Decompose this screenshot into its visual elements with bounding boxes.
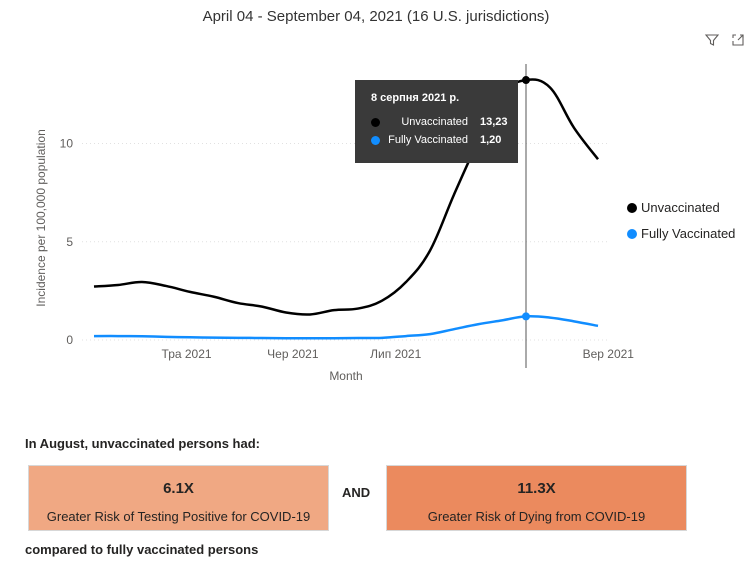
risk-value-testing-positive: 6.1X [163,480,194,497]
series-line-unvaccinated[interactable] [93,78,599,316]
legend-marker-fully-vaccinated [627,228,637,239]
x-axis-label: Month [329,369,362,383]
tooltip-row-fully-vaccinated: Fully Vaccinated 1,20 [371,131,506,149]
risk-value-dying: 11.3X [517,480,556,497]
summary-heading: In August, unvaccinated persons had: [25,436,260,451]
line-chart: 0 5 10 Тра 2021 Чер 2021 Лип 2021 Вер 2021 In… [34,64,635,383]
y-axis-label: Incidence per 100,000 population [34,129,48,306]
risk-label-testing-positive: Greater Risk of Testing Positive for COV… [46,509,311,524]
filter-icon[interactable] [704,32,720,48]
y-tick-label: 10 [60,137,74,151]
risk-card-dying: 11.3X Greater Risk of Dying from COVID-1… [386,465,687,531]
x-tick-label: Тра 2021 [162,347,212,361]
legend-item-unvaccinated[interactable]: Unvaccinated [627,200,720,215]
risk-label-dying: Greater Risk of Dying from COVID-19 [427,509,646,524]
x-tick-label: Вер 2021 [583,347,635,361]
tooltip-marker-fully-vaccinated [371,135,380,145]
chart-tooltip: 8 серпня 2021 р. Unvaccinated 13,23 Full… [355,80,518,163]
hover-point-fully-vaccinated[interactable] [522,312,530,321]
chart-title: April 04 - September 04, 2021 (16 U.S. j… [202,8,550,25]
series-line-fully-vaccinated[interactable] [93,315,599,340]
hover-point-unvaccinated[interactable] [522,76,530,85]
x-tick-label: Чер 2021 [267,347,319,361]
tooltip-name-unvaccinated: Unvaccinated [401,116,468,128]
tooltip-title: 8 серпня 2021 р. [371,92,460,104]
legend-label-fully-vaccinated: Fully Vaccinated [641,226,736,241]
x-tick-label: Лип 2021 [370,347,421,361]
legend-label-unvaccinated: Unvaccinated [641,200,720,215]
tooltip-row-unvaccinated: Unvaccinated 13,23 [371,113,508,131]
y-tick-label: 0 [66,333,73,347]
legend-marker-unvaccinated [627,202,637,213]
tooltip-value-fully-vaccinated: 1,20 [480,134,502,146]
tooltip-name-fully-vaccinated: Fully Vaccinated [388,134,468,146]
summary-footer: compared to fully vaccinated persons [25,542,259,557]
and-label: AND [342,485,371,500]
tooltip-value-unvaccinated: 13,23 [480,116,508,128]
y-tick-label: 5 [66,235,73,249]
tooltip-marker-unvaccinated [371,117,380,127]
legend-item-fully-vaccinated[interactable]: Fully Vaccinated [627,226,735,241]
risk-card-testing-positive: 6.1X Greater Risk of Testing Positive fo… [28,465,329,531]
focus-mode-icon[interactable] [730,32,746,48]
